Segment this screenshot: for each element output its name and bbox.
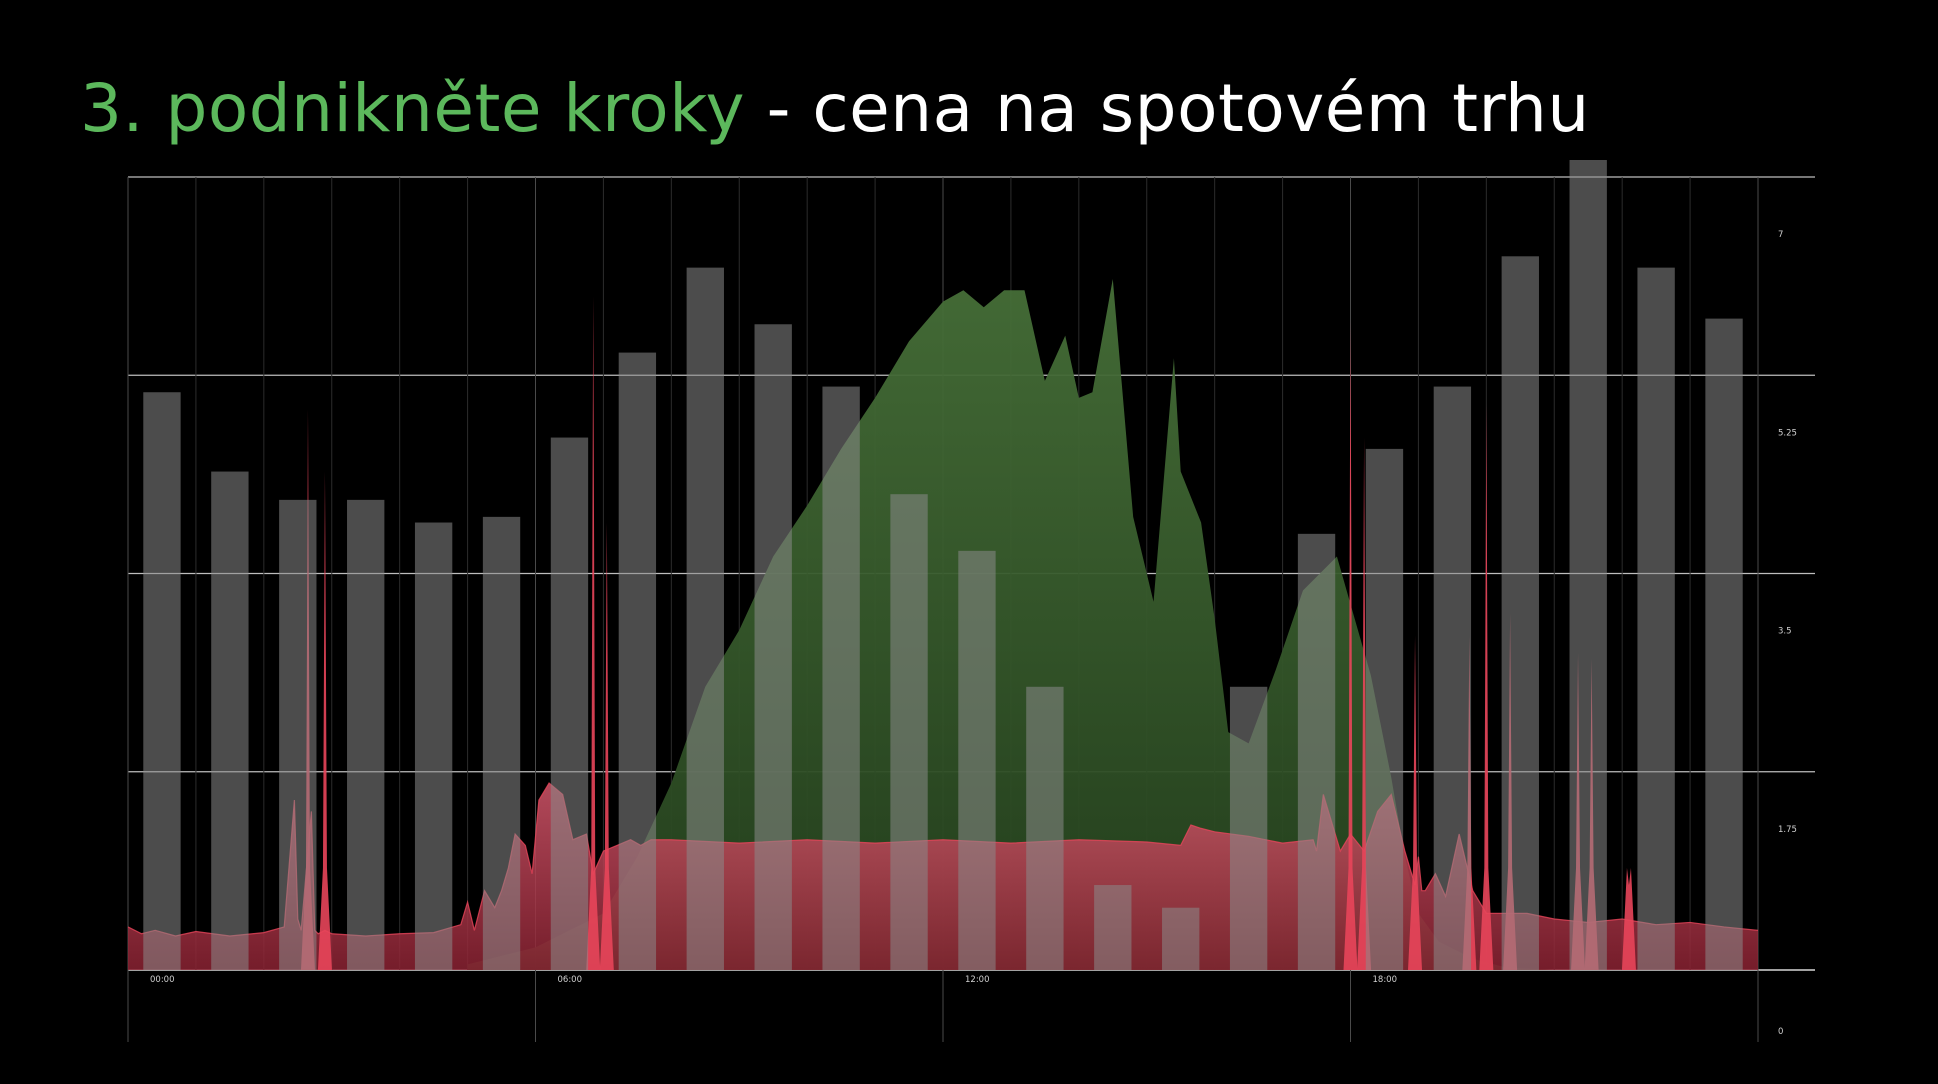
price-bar [1026,686,1064,970]
price-bar [1433,386,1472,970]
consumption-spike [1621,868,1636,970]
x-tick-label: 00:00 [150,975,175,985]
price-bar [686,267,724,971]
price-bar [211,471,249,970]
price-bar [414,522,453,970]
x-tick-label: 06:00 [558,975,583,985]
price-bar [143,392,181,970]
x-tick-label: 12:00 [965,975,990,985]
price-bar [958,550,996,970]
consumption-spike [1479,403,1494,971]
price-bar [1637,267,1675,971]
page-title: 3. podnikněte kroky - cena na spotovém t… [80,70,1590,147]
solar-area [467,278,1555,970]
price-bar [1569,160,1607,970]
price-bar [1297,533,1336,970]
y-tick-label: 0 [1778,1027,1783,1037]
price-bar [890,494,928,970]
price-bar [482,516,521,970]
price-bar [550,437,589,970]
consumption-spike [1408,635,1423,970]
price-bar [1705,318,1743,970]
price-bar [1094,885,1132,970]
price-bar [279,499,317,970]
price-bar [618,352,657,970]
y-tick-label: 3.5 [1778,627,1792,637]
price-bar [1501,256,1539,970]
x-tick-label: 18:00 [1373,975,1398,985]
consumption-spike [599,522,614,970]
consumption-spike [1343,318,1358,970]
price-bar [1365,448,1404,970]
y-tick-label: 5.25 [1778,428,1797,438]
solar-production-layer [467,278,1555,970]
consumption-spike [1357,437,1372,970]
y-tick-label: 7 [1778,230,1783,240]
axis-labels: 00:00 06:00 12:00 18:00 7 5.25 3.5 1.75 0 [150,230,1797,1037]
title-accent-text: 3. podnikněte kroky [80,70,746,147]
consumption-spike [317,471,332,970]
price-bar [1229,686,1268,970]
title-rest-text: - cena na spotovém trhu [745,70,1590,147]
consumption-spike [586,295,601,970]
price-bar [1162,907,1200,970]
price-bars-layer [143,160,1743,971]
price-bar [347,499,385,970]
price-bar [754,324,792,970]
price-bar [822,386,860,970]
y-tick-label: 1.75 [1778,825,1797,835]
